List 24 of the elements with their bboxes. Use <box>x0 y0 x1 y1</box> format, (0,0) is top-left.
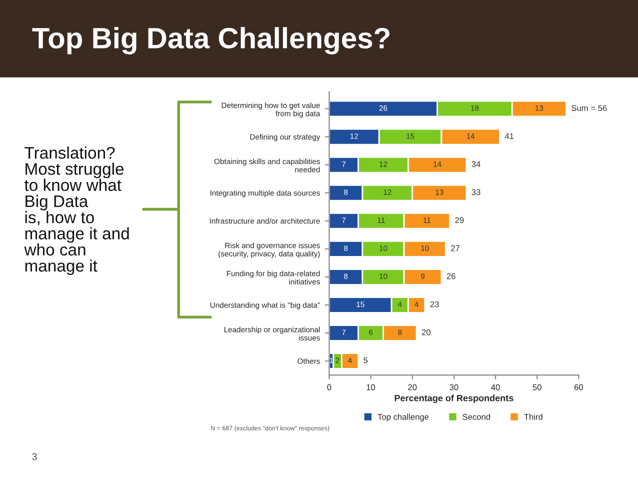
legend-label: Third <box>524 414 542 420</box>
x-tick-label: 0 <box>327 384 332 390</box>
x-tick-label: 20 <box>408 384 417 390</box>
total-label: 34 <box>472 161 480 168</box>
total-label: Sum = 56 <box>572 105 607 112</box>
total-label: 33 <box>472 189 480 196</box>
x-tick-label: 40 <box>491 384 500 390</box>
total-label: 5 <box>364 357 368 364</box>
text: Translation? Most struggle to know what Big Data is, how to manage it and who can manage it <box>24 146 129 276</box>
x-axis-title: Percentage of Respondents <box>394 394 514 404</box>
total-label: 29 <box>455 217 464 224</box>
legend-label: Second <box>462 414 490 420</box>
x-tick-label: 60 <box>574 384 583 390</box>
total-label: 26 <box>446 273 456 280</box>
legend-label: Top challenge <box>378 414 429 422</box>
chart-title: Top Big Data Challenges? <box>32 27 390 54</box>
x-tick-label: 50 <box>532 384 542 390</box>
total-label: 27 <box>451 245 460 252</box>
x-tick-label: 30 <box>450 384 458 390</box>
total-label: 41 <box>504 133 514 139</box>
x-tick-label: 10 <box>366 384 376 390</box>
total-label: 23 <box>430 301 439 308</box>
text: 3 <box>32 453 37 460</box>
total-label: 20 <box>422 329 430 336</box>
